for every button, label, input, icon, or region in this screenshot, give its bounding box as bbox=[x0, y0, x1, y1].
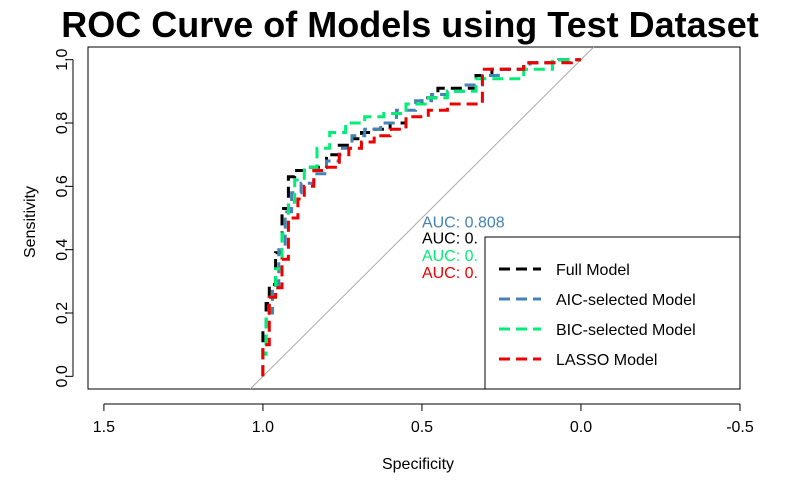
reference-layer bbox=[249, 46, 595, 390]
auc-label: AUC: 0. bbox=[422, 248, 478, 265]
auc-label: AUC: 0.808 bbox=[422, 215, 505, 232]
legend: Full Model AIC-selected Model BIC-selected… bbox=[484, 236, 741, 390]
legend-label-full-model: Full Model bbox=[556, 262, 630, 279]
x-tick-label: 1.5 bbox=[93, 419, 115, 436]
chart-title: ROC Curve of Models using Test Dataset bbox=[61, 4, 758, 45]
series-line-bic-selected-model bbox=[261, 58, 581, 377]
auc-label: AUC: 0. bbox=[422, 265, 478, 282]
series-layer bbox=[261, 58, 581, 377]
x-tick-label: 0.5 bbox=[411, 419, 433, 436]
x-tick-label: -0.5 bbox=[726, 419, 754, 436]
legend-label-aic-selected-model: AIC-selected Model bbox=[556, 292, 696, 309]
y-tick-label: 0.0 bbox=[54, 365, 71, 387]
y-tick-label: 0.6 bbox=[54, 175, 71, 197]
x-tick-label: 1.0 bbox=[252, 419, 274, 436]
legend-box bbox=[484, 236, 741, 390]
x-axis: 1.5 1.0 0.5 0.0 -0.5 bbox=[93, 403, 754, 436]
y-axis-title: Sensitivity bbox=[22, 186, 39, 258]
series-line-lasso-model bbox=[261, 58, 581, 377]
x-axis-title: Specificity bbox=[382, 456, 454, 473]
plot-frame bbox=[87, 46, 741, 390]
x-tick-label: 0.0 bbox=[570, 419, 592, 436]
y-tick-label: 1.0 bbox=[54, 48, 71, 70]
auc-label: AUC: 0. bbox=[422, 230, 478, 247]
y-axis: 0.0 0.2 0.4 0.6 0.8 1.0 bbox=[54, 48, 74, 387]
legend-label-bic-selected-model: BIC-selected Model bbox=[556, 322, 696, 339]
reference-diagonal bbox=[249, 46, 595, 390]
legend-label-lasso-model: LASSO Model bbox=[556, 352, 657, 369]
y-tick-label: 0.2 bbox=[54, 302, 71, 324]
y-tick-label: 0.8 bbox=[54, 112, 71, 134]
y-tick-label: 0.4 bbox=[54, 238, 71, 260]
